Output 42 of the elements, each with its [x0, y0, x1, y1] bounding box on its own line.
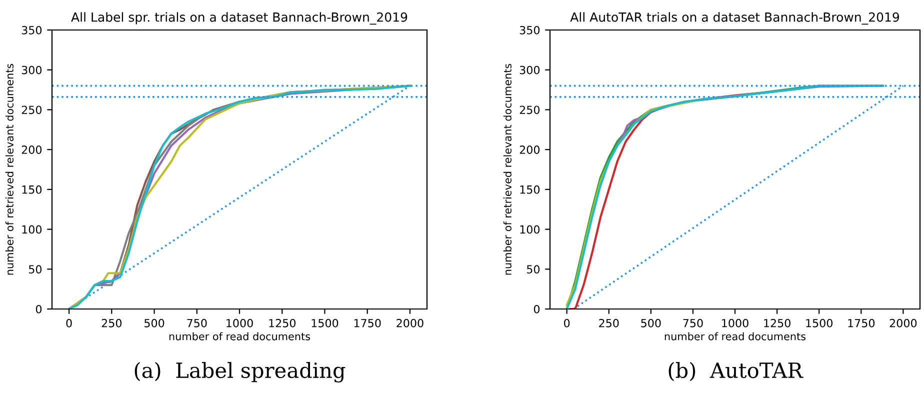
y-tick-label: 350 — [22, 26, 42, 34]
x-axis-title: number of read documents — [169, 332, 310, 340]
y-axis-title: number of retrieved relevant documents — [503, 64, 512, 275]
x-tick-label: 250 — [599, 318, 619, 328]
y-tick-label: 50 — [526, 265, 540, 274]
x-tick-label: 2000 — [890, 318, 917, 328]
x-tick-label: 1000 — [226, 318, 253, 328]
y-tick-label: 50 — [28, 265, 42, 274]
y-tick-label: 0 — [36, 304, 42, 314]
x-tick-label: 1500 — [312, 318, 338, 328]
text: (a) Label spreading — [134, 362, 346, 382]
x-tick-label: 1000 — [722, 318, 748, 328]
x-tick-label: 1250 — [269, 318, 296, 328]
y-tick-label: 100 — [520, 225, 540, 234]
y-tick-label: 200 — [520, 146, 540, 154]
y-tick-label: 350 — [520, 26, 540, 34]
x-tick-label: 750 — [683, 318, 703, 328]
text: (b) AutoTAR — [668, 362, 804, 382]
y-tick-label: 300 — [22, 66, 42, 74]
y-tick-label: 100 — [22, 225, 42, 234]
y-tick-label: 0 — [534, 304, 540, 314]
y-tick-label: 200 — [22, 146, 42, 154]
x-tick-label: 250 — [102, 318, 122, 328]
x-tick-label: 0 — [66, 318, 72, 328]
x-tick-label: 1250 — [764, 318, 790, 328]
y-tick-label: 250 — [520, 106, 540, 114]
x-tick-label: 2000 — [396, 318, 424, 328]
chart-title: All AutoTAR trials on a dataset Bannach-Brown_2019 — [570, 12, 900, 25]
x-tick-label: 0 — [564, 318, 570, 328]
y-tick-label: 300 — [520, 66, 540, 74]
x-axis-title: number of read documents — [664, 332, 806, 340]
y-tick-label: 150 — [520, 185, 540, 194]
y-axis-title: number of retrieved relevant documents — [5, 64, 14, 275]
x-tick-label: 1750 — [354, 318, 381, 328]
chart-title: All Label spr. trials on a dataset Bannach-Brown_2019 — [71, 12, 408, 25]
y-tick-label: 150 — [22, 185, 42, 194]
x-tick-label: 500 — [641, 318, 661, 328]
x-tick-label: 1500 — [806, 318, 832, 328]
x-tick-label: 1750 — [848, 318, 875, 328]
y-tick-label: 250 — [22, 106, 42, 114]
x-tick-label: 500 — [144, 318, 164, 328]
x-tick-label: 750 — [187, 318, 207, 328]
